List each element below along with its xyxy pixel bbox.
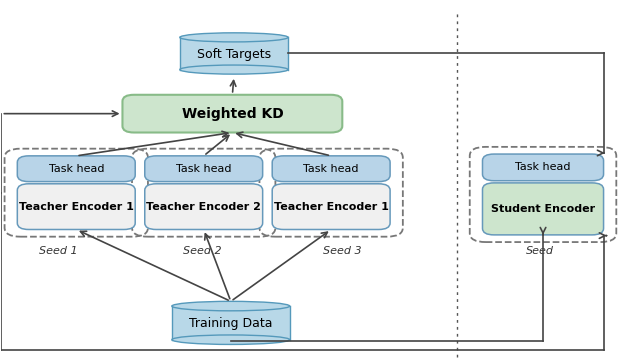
Text: Task head: Task head [176,164,232,174]
FancyBboxPatch shape [17,156,135,182]
FancyBboxPatch shape [272,156,390,182]
Text: Student Encoder: Student Encoder [491,204,595,214]
Text: Seed 1: Seed 1 [40,246,78,256]
Text: Training Data: Training Data [189,317,273,331]
FancyBboxPatch shape [272,184,390,230]
FancyBboxPatch shape [145,156,262,182]
Ellipse shape [172,301,290,311]
Text: Seed: Seed [526,246,554,256]
Text: Teacher Encoder 2: Teacher Encoder 2 [147,202,261,212]
FancyBboxPatch shape [122,95,342,132]
FancyBboxPatch shape [145,184,262,230]
Text: Teacher Encoder 1: Teacher Encoder 1 [274,202,388,212]
Ellipse shape [172,335,290,345]
Text: Seed 3: Seed 3 [323,246,362,256]
FancyBboxPatch shape [172,306,290,340]
Text: Task head: Task head [515,163,571,172]
Text: Task head: Task head [49,164,104,174]
FancyBboxPatch shape [180,37,288,70]
FancyBboxPatch shape [483,183,604,235]
Ellipse shape [180,65,288,74]
Text: Task head: Task head [303,164,359,174]
FancyBboxPatch shape [17,184,135,230]
Text: Teacher Encoder 1: Teacher Encoder 1 [19,202,134,212]
Text: Seed 2: Seed 2 [183,246,221,256]
Text: Soft Targets: Soft Targets [197,48,271,61]
FancyBboxPatch shape [483,154,604,181]
Text: Weighted KD: Weighted KD [182,107,284,121]
Ellipse shape [180,33,288,42]
